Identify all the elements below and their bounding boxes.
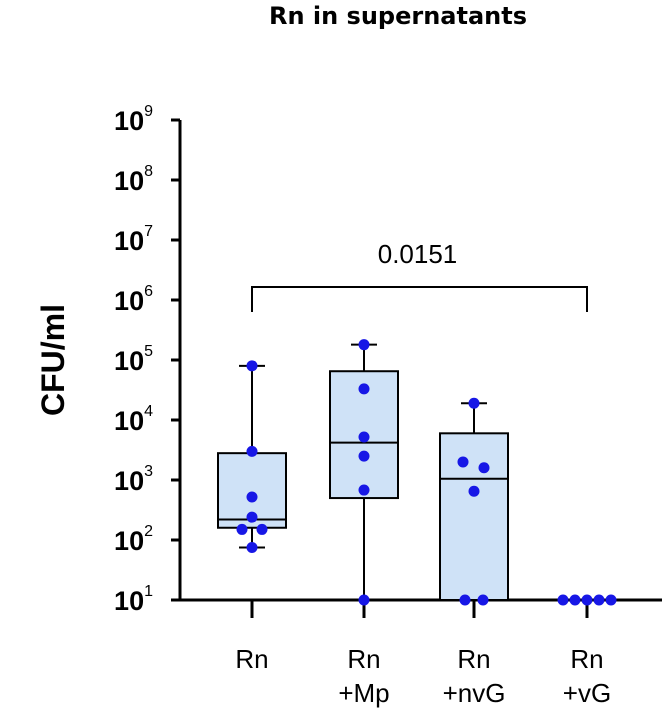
data-point — [477, 594, 489, 606]
data-point — [246, 491, 258, 503]
data-point — [557, 594, 569, 606]
y-tick-label: 107 — [114, 223, 153, 256]
data-point — [358, 339, 370, 351]
data-point — [358, 484, 370, 496]
data-point — [478, 462, 490, 474]
y-tick-label: 106 — [114, 283, 153, 316]
y-axis-label: CFU/ml — [35, 304, 71, 416]
data-point — [358, 594, 370, 606]
data-point — [236, 523, 248, 535]
data-point — [468, 397, 480, 409]
x-category-label: Rn +nvG — [443, 644, 506, 708]
data-point — [246, 511, 258, 523]
y-tick-label: 109 — [114, 103, 153, 136]
p-value-label: 0.0151 — [378, 239, 458, 269]
x-category-label: Rn +vG — [563, 644, 611, 708]
data-point — [605, 594, 617, 606]
data-point — [457, 456, 469, 468]
data-point — [246, 360, 258, 372]
x-category-label: Rn — [235, 644, 268, 674]
data-point — [256, 523, 268, 535]
significance-bracket — [251, 286, 588, 312]
data-point — [358, 383, 370, 395]
data-point — [459, 594, 471, 606]
data-point — [468, 485, 480, 497]
data-point — [569, 594, 581, 606]
y-tick-label: 108 — [114, 163, 153, 196]
y-tick-label: 102 — [114, 523, 153, 556]
y-tick-label: 103 — [114, 463, 153, 496]
plot-area: 109 108 107 106 105 104 103 102 101 Rn Rn +Mp Rn +nvG… — [114, 103, 662, 708]
data-point — [593, 594, 605, 606]
y-tick-label: 104 — [114, 403, 153, 436]
chart-title: Rn in supernatants — [269, 2, 527, 30]
box — [439, 432, 509, 601]
data-point — [246, 445, 258, 457]
data-point — [358, 450, 370, 462]
data-point — [581, 594, 593, 606]
y-tick-label: 101 — [114, 583, 153, 616]
y-tick-label: 105 — [114, 343, 153, 376]
data-point — [358, 431, 370, 443]
data-point — [246, 541, 258, 553]
x-category-label: Rn +Mp — [338, 644, 389, 708]
